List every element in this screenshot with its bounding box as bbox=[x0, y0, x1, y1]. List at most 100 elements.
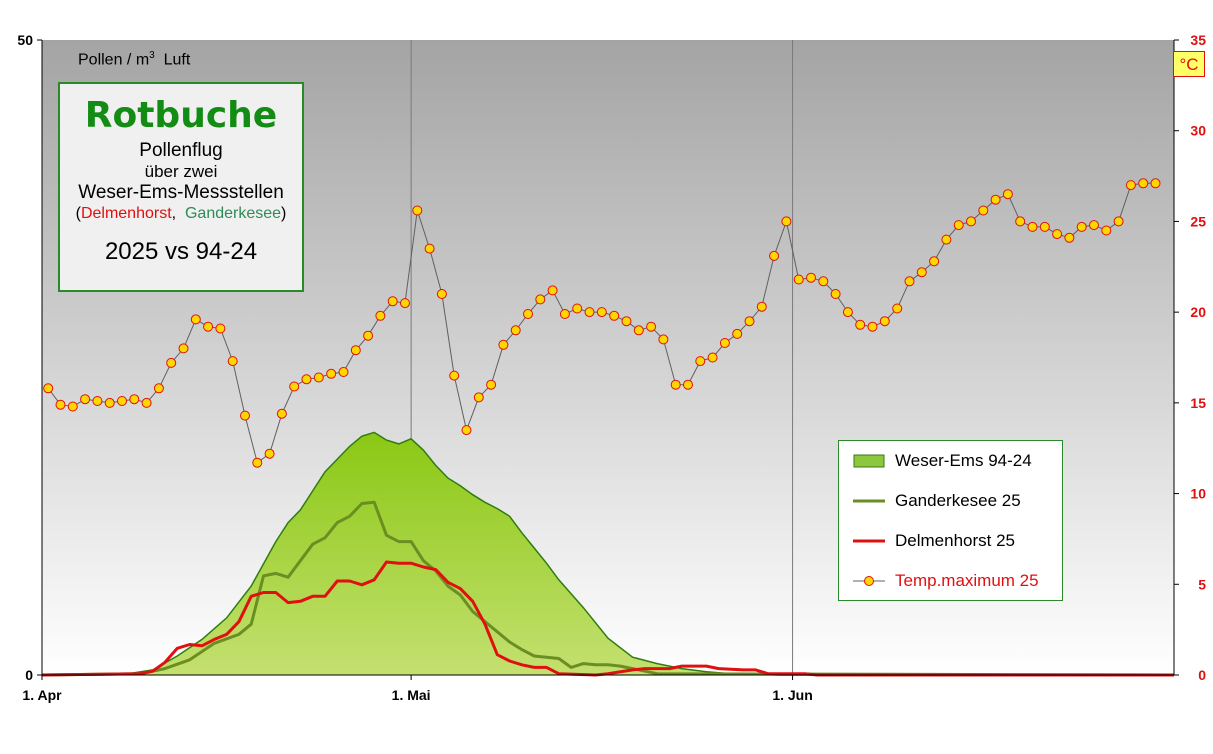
temp-point bbox=[289, 381, 300, 392]
temp-point bbox=[793, 274, 804, 285]
temp-point bbox=[830, 289, 841, 299]
temp-point bbox=[80, 394, 91, 405]
temp-point bbox=[523, 309, 533, 319]
legend-swatch-temp bbox=[853, 576, 885, 586]
temp-point bbox=[867, 321, 878, 332]
temp-point bbox=[1039, 221, 1050, 232]
temp-point bbox=[1064, 232, 1075, 243]
temp-point bbox=[1113, 216, 1124, 227]
right-axis-tick-label: 25 bbox=[1190, 213, 1206, 229]
temp-point bbox=[683, 379, 693, 390]
temp-point bbox=[978, 205, 989, 216]
chart-info-box: Rotbuche Pollenflug über zwei Weser-Ems-… bbox=[58, 82, 304, 292]
species-title: Rotbuche bbox=[84, 95, 278, 136]
temp-point bbox=[904, 276, 915, 287]
legend-swatch-delmen bbox=[853, 539, 885, 543]
right-axis-unit-badge: °C bbox=[1173, 51, 1205, 77]
temp-point bbox=[215, 323, 226, 334]
temp-point bbox=[473, 392, 484, 403]
temp-point bbox=[461, 425, 472, 436]
comparison-period: 2025 vs 94-24 bbox=[104, 238, 258, 265]
temp-point bbox=[313, 372, 324, 383]
info-subtitle-ueber: über zwei bbox=[144, 162, 218, 181]
temp-point bbox=[153, 383, 164, 394]
temp-point bbox=[719, 338, 730, 348]
temp-point bbox=[879, 316, 890, 327]
temp-point bbox=[326, 368, 337, 379]
temp-point bbox=[1076, 221, 1087, 232]
temp-point bbox=[621, 316, 632, 327]
temp-point bbox=[1125, 180, 1136, 191]
temp-point bbox=[264, 448, 275, 459]
right-axis-tick-label: 5 bbox=[1198, 576, 1206, 592]
temp-point bbox=[1138, 178, 1149, 189]
temp-point bbox=[732, 328, 743, 339]
legend-item-gander: Ganderkesee 25 bbox=[853, 489, 1021, 513]
temp-point bbox=[400, 298, 410, 309]
temp-point bbox=[1089, 220, 1099, 231]
temp-point bbox=[510, 325, 521, 336]
temp-point bbox=[916, 267, 927, 278]
temp-point bbox=[941, 234, 952, 245]
legend-label-temp: Temp.maximum 25 bbox=[895, 571, 1039, 590]
legend-item-delmen: Delmenhorst 25 bbox=[853, 529, 1015, 553]
legend-label-gander: Ganderkesee 25 bbox=[895, 491, 1021, 510]
temp-point bbox=[141, 397, 152, 408]
station-ganderkesee: Ganderkesee bbox=[184, 205, 282, 222]
temp-point bbox=[892, 303, 903, 314]
legend-label-delmen: Delmenhorst 25 bbox=[895, 531, 1016, 550]
temp-point bbox=[436, 289, 447, 299]
temp-point bbox=[203, 321, 214, 332]
temp-point bbox=[350, 345, 361, 356]
temp-point bbox=[990, 194, 1001, 205]
temp-point bbox=[584, 307, 595, 318]
legend-item-temp: Temp.maximum 25 bbox=[853, 569, 1039, 593]
area-weser-ems-94-24 bbox=[42, 432, 1174, 675]
temp-point bbox=[498, 339, 509, 350]
temp-point bbox=[190, 314, 201, 325]
temp-point bbox=[412, 205, 423, 216]
temp-point bbox=[92, 396, 103, 406]
temp-point bbox=[547, 285, 558, 296]
temp-point bbox=[240, 410, 250, 421]
temp-point bbox=[707, 352, 718, 363]
legend-item-area: Weser-Ems 94-24 bbox=[853, 449, 1032, 473]
temp-point bbox=[129, 394, 140, 405]
x-axis-tick-label: 1. Apr bbox=[22, 687, 62, 703]
temp-point bbox=[387, 296, 398, 307]
temp-point bbox=[424, 243, 435, 254]
info-subtitle-stations: Weser-Ems-Messstellen bbox=[78, 182, 284, 203]
temp-point bbox=[966, 216, 976, 227]
area-outline-weser-ems bbox=[41, 431, 1174, 676]
legend-swatch-area bbox=[853, 454, 885, 468]
temp-point bbox=[1002, 189, 1013, 200]
temp-point bbox=[855, 319, 866, 330]
temp-point bbox=[67, 401, 78, 412]
left-axis-tick-label: 0 bbox=[25, 667, 33, 683]
temp-point bbox=[695, 356, 706, 367]
temp-point bbox=[55, 399, 66, 410]
temp-point bbox=[535, 294, 546, 305]
x-axis-tick-label: 1. Jun bbox=[772, 687, 812, 703]
temp-point bbox=[609, 310, 620, 321]
right-axis-tick-label: 15 bbox=[1190, 395, 1206, 411]
temp-point bbox=[559, 309, 570, 319]
temp-point bbox=[818, 276, 829, 287]
info-station-names: (Delmenhorst, Ganderkesee) bbox=[75, 205, 287, 222]
temp-point bbox=[1015, 216, 1026, 227]
temp-point bbox=[953, 220, 964, 231]
right-axis-tick-label: 20 bbox=[1190, 304, 1206, 320]
temp-point bbox=[781, 216, 792, 227]
temp-point bbox=[227, 356, 238, 367]
temp-point bbox=[104, 397, 115, 408]
temp-point bbox=[756, 301, 767, 312]
line-ganderkesee-25 bbox=[41, 500, 1175, 677]
temp-point bbox=[572, 303, 583, 314]
temp-point bbox=[375, 310, 386, 321]
temp-point bbox=[769, 250, 780, 261]
temp-point bbox=[596, 307, 607, 318]
right-axis-tick-label: 30 bbox=[1190, 123, 1206, 139]
temp-point bbox=[338, 367, 349, 377]
temp-point bbox=[449, 370, 460, 381]
